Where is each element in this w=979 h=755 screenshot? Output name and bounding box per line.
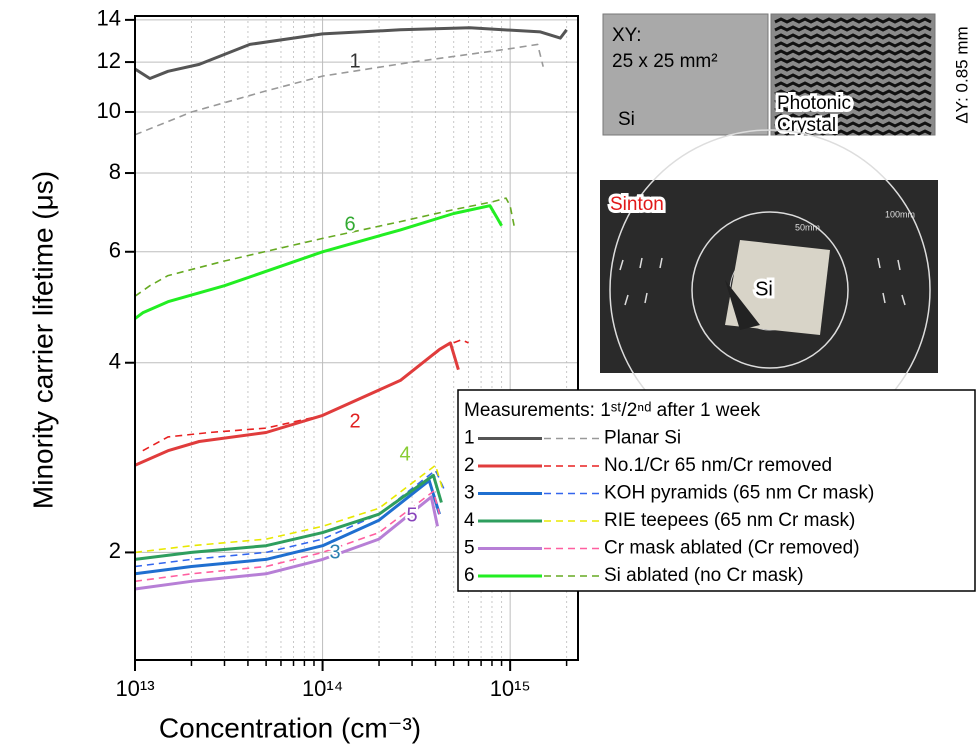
x-axis-title: Concentration (cm⁻³) (159, 712, 421, 743)
inset-text: Si (618, 109, 635, 130)
legend-box (457, 389, 976, 592)
legend-label: No.1/Cr 65 nm/Cr removed (604, 455, 832, 476)
legend-number: 6 (464, 565, 475, 586)
x-tick-label: 10¹⁵ (490, 676, 531, 701)
series-line-first (134, 479, 441, 576)
inset-text: XY: (612, 25, 642, 46)
legend-number: 5 (464, 538, 475, 559)
crystal-line (774, 113, 932, 120)
x-tick-label: 10¹⁴ (302, 676, 343, 701)
legend-label: KOH pyramids (65 nm Cr mask) (604, 483, 874, 504)
y-axis-title: Minority carrier lifetime (μs) (27, 171, 58, 509)
crystal-line (774, 49, 932, 56)
y-tick-label: 8 (109, 159, 121, 184)
crystal-line (774, 25, 932, 32)
series-annotation: 6 (344, 213, 355, 235)
legend-label: Planar Si (604, 428, 681, 449)
legend-label: RIE teepees (65 nm Cr mask) (604, 510, 855, 531)
crystal-line (774, 65, 932, 72)
series-line-second (134, 43, 544, 136)
crystal-line (774, 81, 932, 88)
y-tick-label: 12 (97, 48, 121, 73)
inset-text: Crystal (777, 115, 836, 136)
legend-label: Si ablated (no Cr mask) (604, 565, 804, 586)
inset-text: 50mm (795, 222, 820, 232)
series-line-first (134, 204, 503, 320)
series-annotation: 5 (406, 504, 417, 526)
y-tick-label: 10 (97, 98, 121, 123)
series-annotation: 2 (349, 410, 360, 432)
crystal-line (774, 97, 932, 104)
series-line-first (134, 26, 568, 80)
photo-marks (619, 257, 906, 306)
series-annotation: 4 (399, 443, 410, 465)
series-line-second (134, 197, 515, 297)
crystal-pattern (774, 17, 932, 136)
series-annotation: 3 (329, 541, 340, 563)
series-line-first (134, 473, 443, 561)
series-annotation: 1 (349, 50, 360, 72)
crystal-line (774, 17, 932, 24)
photo-shadow (725, 280, 760, 330)
legend-number: 3 (464, 483, 475, 504)
series-line-first (134, 495, 439, 591)
legend-number: 2 (464, 455, 475, 476)
legend-number: 1 (464, 428, 475, 449)
y-tick-label: 4 (109, 349, 121, 374)
inset-text: 100mm (885, 209, 915, 219)
plot-frame (134, 15, 579, 661)
y-tick-label: 2 (109, 538, 121, 563)
crystal-line (774, 73, 932, 80)
photo-sample (725, 240, 830, 335)
legend-title: Measurements: 1ˢᵗ/2ⁿᵈ after 1 week (464, 400, 761, 421)
crystal-line (774, 33, 932, 40)
crystal-line (774, 89, 932, 96)
legend-label: Cr mask ablated (Cr removed) (604, 538, 860, 559)
y-tick-label: 14 (97, 6, 121, 31)
inset-text: ΔY: 0.85 mm (952, 26, 971, 123)
inset-text: 25 x 25 mm² (612, 51, 718, 72)
series-line-second (134, 490, 441, 583)
y-tick-label: 6 (109, 238, 121, 263)
inset-text: Sinton (610, 194, 664, 215)
sample-panel (602, 13, 769, 136)
crystal-line (774, 105, 932, 112)
photo-ring (691, 211, 849, 369)
legend-number: 4 (464, 510, 475, 531)
x-tick-label: 10¹³ (115, 676, 154, 701)
legend: Measurements: 1ˢᵗ/2ⁿᵈ after 1 week 1 Plana… (457, 389, 976, 592)
series-line-first (134, 341, 460, 467)
inset-text: Photonic (777, 93, 851, 114)
crystal-line (774, 41, 932, 48)
crystal-line (774, 57, 932, 64)
inset-text: Si (755, 278, 773, 300)
crystal-line (774, 121, 932, 128)
